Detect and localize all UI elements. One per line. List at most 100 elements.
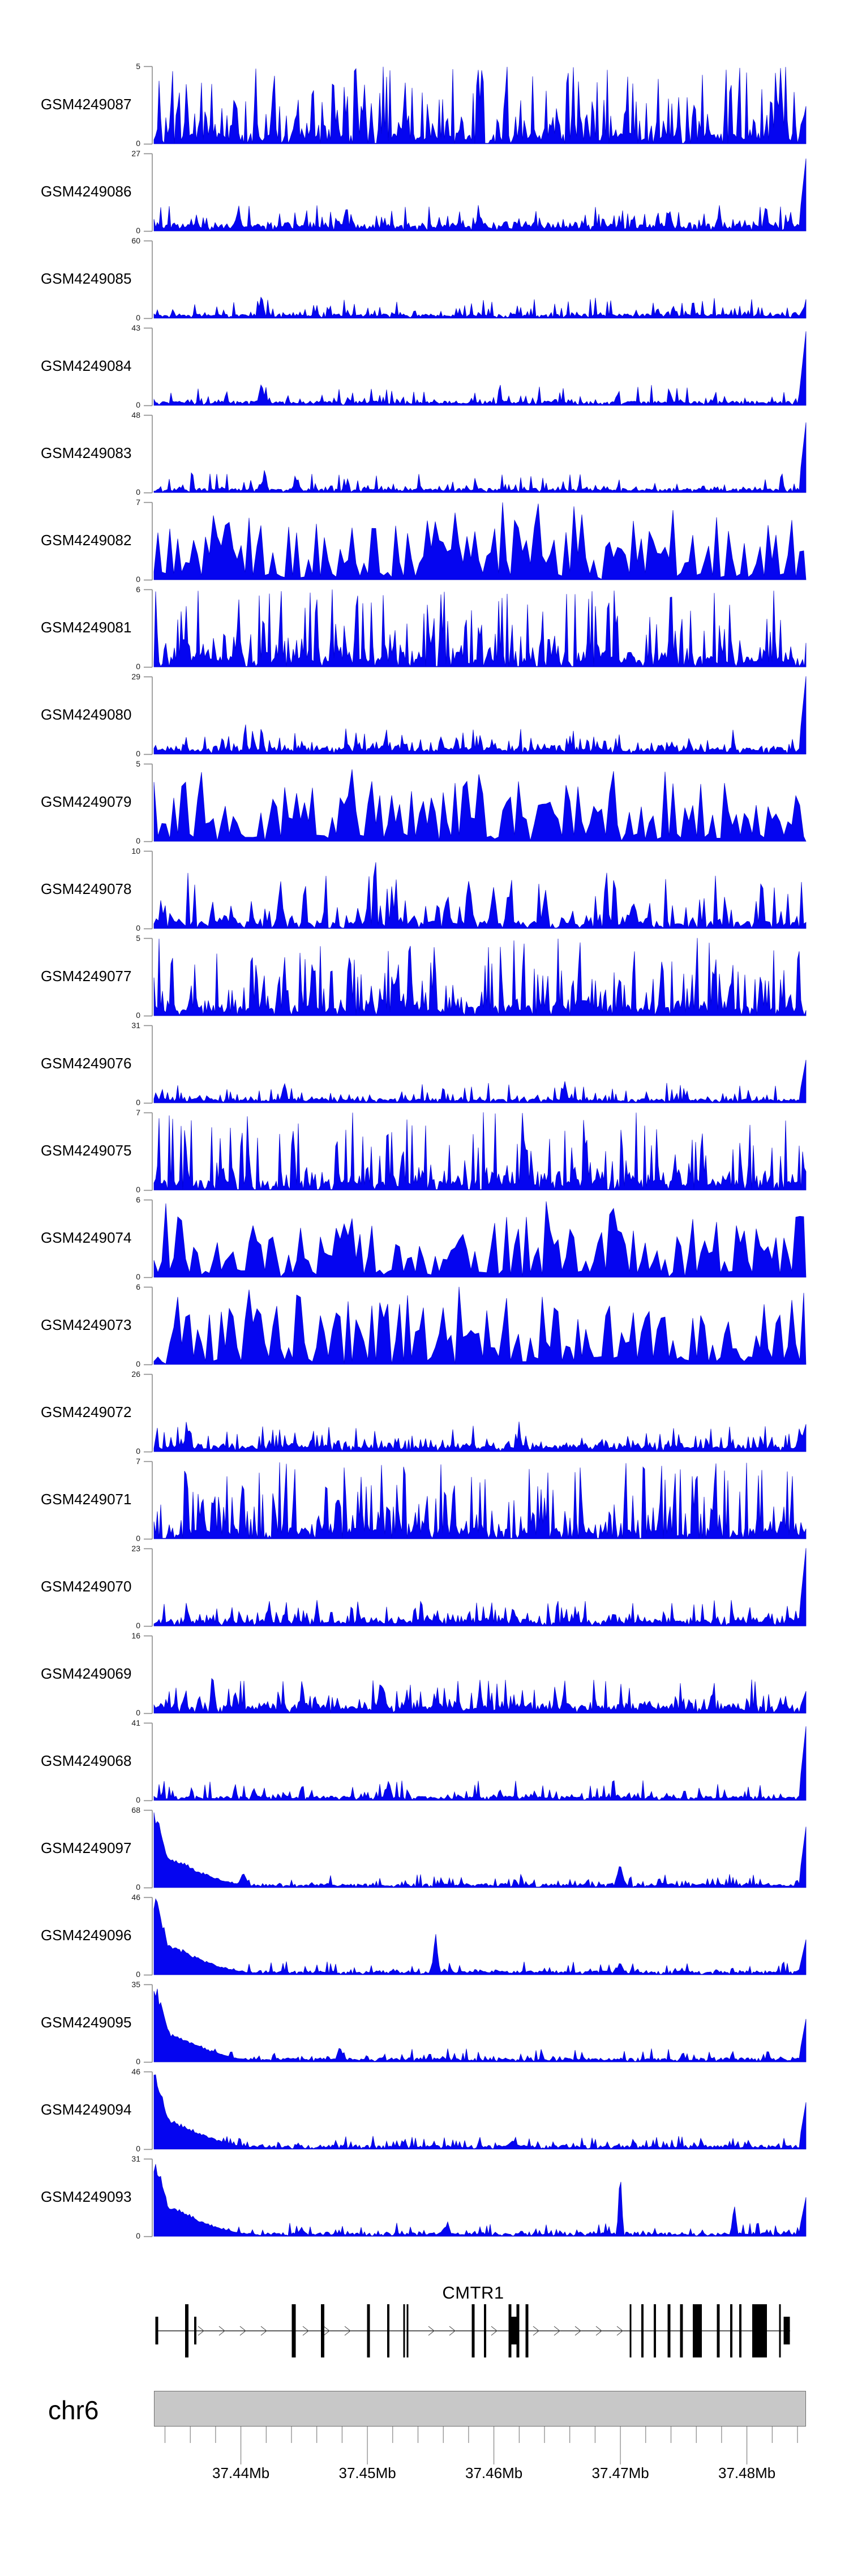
track-y-axis-bracket <box>144 1722 153 1802</box>
coverage-track-GSM4249080: GSM4249080 29 0 <box>0 673 849 758</box>
gene-exon <box>367 2304 370 2357</box>
track-y-axis-bracket <box>144 850 153 930</box>
coverage-polygon <box>153 1112 807 1191</box>
coverage-track-GSM4249076: GSM4249076 31 0 <box>0 1021 849 1106</box>
gene-model-track <box>155 2304 790 2357</box>
gene-exon <box>641 2304 644 2357</box>
track-y-axis-bracket <box>144 327 153 406</box>
coverage-area-plot <box>153 1812 807 1888</box>
strand-arrow-icon <box>239 2326 246 2336</box>
track-y-axis-bracket <box>144 763 153 842</box>
coverage-polygon <box>153 331 807 406</box>
strand-arrow-icon <box>344 2326 351 2336</box>
track-ymax-label: 41 <box>131 1718 140 1727</box>
strand-arrow-icon <box>595 2326 602 2336</box>
coverage-polygon <box>153 938 807 1016</box>
track-ymin-label: 0 <box>136 749 140 758</box>
track-sample-label: GSM4249075 <box>41 1142 132 1159</box>
axis-tick-label: 37.46Mb <box>465 2464 523 2481</box>
coverage-track-GSM4249084: GSM4249084 43 0 <box>0 323 849 409</box>
track-y-axis-bracket <box>144 1984 153 2063</box>
coverage-area-plot <box>153 1060 807 1103</box>
coverage-area-plot <box>153 502 807 580</box>
track-sample-label: GSM4249069 <box>41 1665 132 1682</box>
track-ymin-label: 0 <box>136 226 140 235</box>
axis-tick-label: 37.44Mb <box>212 2464 270 2481</box>
coverage-track-GSM4249085: GSM4249085 60 0 <box>0 237 849 322</box>
track-y-axis-bracket <box>144 2158 153 2237</box>
chromosome-ideogram <box>154 2391 806 2427</box>
gene-name-label: CMTR1 <box>442 2283 504 2303</box>
track-y-axis-bracket <box>144 589 153 668</box>
gene-exon <box>484 2304 486 2357</box>
track-ymax-label: 5 <box>136 759 140 768</box>
coverage-area-plot <box>153 676 807 755</box>
track-ymax-label: 23 <box>131 1544 140 1553</box>
track-sample-label: GSM4249086 <box>41 183 132 200</box>
track-y-axis-bracket <box>144 1461 153 1540</box>
track-sample-label: GSM4249076 <box>41 1055 132 1072</box>
track-y-axis-bracket <box>144 1286 153 1366</box>
track-ymin-label: 0 <box>136 836 140 845</box>
strand-arrow-icon <box>533 2326 539 2336</box>
gene-exon <box>783 2317 790 2344</box>
track-sample-label: GSM4249072 <box>41 1403 132 1420</box>
track-sample-label: GSM4249070 <box>41 1578 132 1595</box>
axis-tick-label: 37.47Mb <box>591 2464 649 2481</box>
coverage-area-plot <box>153 2074 807 2150</box>
coverage-track-GSM4249077: GSM4249077 5 0 <box>0 934 849 1019</box>
track-ymin-label: 0 <box>136 1621 140 1630</box>
gene-exon <box>667 2304 671 2357</box>
track-y-axis-bracket <box>144 2071 153 2150</box>
track-ymax-label: 26 <box>131 1370 140 1379</box>
gene-exon <box>471 2304 475 2357</box>
gene-exon <box>185 2304 188 2357</box>
coverage-track-GSM4249075: GSM4249075 7 0 <box>0 1108 849 1194</box>
track-y-axis-bracket <box>144 1112 153 1191</box>
axis-tick-label: 37.48Mb <box>718 2464 776 2481</box>
coverage-area-plot <box>153 938 807 1016</box>
coverage-polygon <box>153 1421 807 1452</box>
track-ymin-label: 0 <box>136 1970 140 1979</box>
coverage-track-GSM4249074: GSM4249074 6 0 <box>0 1195 849 1281</box>
track-ymin-label: 0 <box>136 575 140 584</box>
track-ymax-label: 6 <box>136 585 140 594</box>
axis-tick-label: 37.45Mb <box>338 2464 396 2481</box>
track-y-axis-bracket <box>144 938 153 1017</box>
track-ymax-label: 6 <box>136 1195 140 1204</box>
gene-exon <box>525 2304 529 2357</box>
strand-arrow-icon <box>554 2326 560 2336</box>
gene-exon <box>739 2304 741 2357</box>
gene-exon <box>717 2304 720 2357</box>
track-sample-label: GSM4249082 <box>41 532 132 549</box>
strand-arrow-icon <box>491 2326 498 2336</box>
gene-exon <box>403 2304 405 2357</box>
track-ymax-label: 31 <box>131 2154 140 2163</box>
strand-arrow-icon <box>302 2326 309 2336</box>
track-ymax-label: 43 <box>131 323 140 332</box>
track-y-axis-bracket <box>144 1373 153 1453</box>
gene-exon <box>321 2304 324 2357</box>
coverage-area-plot <box>153 769 807 842</box>
coverage-polygon <box>153 2164 807 2237</box>
track-ymin-label: 0 <box>136 662 140 671</box>
coverage-polygon <box>153 1812 807 1888</box>
coverage-polygon <box>153 1060 807 1103</box>
gene-exon <box>155 2317 158 2344</box>
gene-exon <box>194 2317 196 2344</box>
coverage-area-plot <box>153 1726 807 1801</box>
track-ymin-label: 0 <box>136 1185 140 1194</box>
track-y-axis-bracket <box>144 153 153 232</box>
coverage-track-GSM4249073: GSM4249073 6 0 <box>0 1283 849 1368</box>
track-ymax-label: 31 <box>131 1021 140 1030</box>
track-ymax-label: 7 <box>136 1108 140 1117</box>
coverage-track-GSM4249081: GSM4249081 6 0 <box>0 585 849 671</box>
coverage-area-plot <box>153 1462 807 1539</box>
track-sample-label: GSM4249095 <box>41 2014 132 2031</box>
track-ymax-label: 68 <box>131 1805 140 1815</box>
coverage-area-plot <box>153 1988 807 2062</box>
coverage-polygon <box>153 1286 807 1365</box>
coverage-area-plot <box>153 66 807 144</box>
gene-exon <box>511 2317 517 2344</box>
track-ymin-label: 0 <box>136 1272 140 1281</box>
